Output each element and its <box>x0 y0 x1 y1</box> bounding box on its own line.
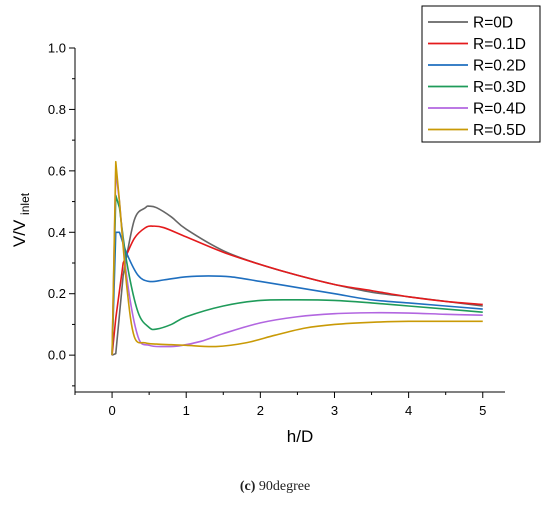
x-axis-ticks: 0 1 2 3 4 5 <box>74 392 486 418</box>
x-tick-label: 0 <box>108 403 115 418</box>
plot-area: 0 1 2 3 4 5 0.0 0.2 0.4 0.6 0.8 1.0 <box>48 41 505 418</box>
y-tick-label: 1.0 <box>48 41 66 56</box>
series-line-3 <box>111 194 483 356</box>
legend-label: R=0.5D <box>473 122 526 139</box>
y-axis-label-subscript: inlet <box>18 192 32 215</box>
caption-label: (c) <box>239 479 256 494</box>
legend-items: R=0D R=0.1D R=0.2D R=0.3D R=0.4D R=0.5D <box>428 15 526 139</box>
y-tick-label: 0.2 <box>48 286 66 301</box>
legend: R=0D R=0.1D R=0.2D R=0.3D R=0.4D R=0.5D <box>421 5 541 143</box>
x-tick-label: 1 <box>183 403 190 418</box>
series-line-4 <box>111 170 483 356</box>
x-tick-label: 2 <box>257 403 264 418</box>
figure-caption: (c) 90degree <box>0 479 550 495</box>
series-lines <box>111 160 483 356</box>
y-tick-label: 0.6 <box>48 163 66 178</box>
y-axis-ticks: 0.0 0.2 0.4 0.6 0.8 1.0 <box>48 41 75 387</box>
legend-label: R=0D <box>473 15 513 32</box>
y-tick-label: 0.0 <box>48 348 66 363</box>
legend-label: R=0.3D <box>473 79 526 96</box>
series-line-5 <box>111 160 483 356</box>
y-tick-label: 0.4 <box>48 225 66 240</box>
series-line-1 <box>111 225 483 356</box>
legend-label: R=0.1D <box>473 36 526 53</box>
caption-text: 90degree <box>258 479 311 494</box>
x-tick-label: 3 <box>331 403 338 418</box>
legend-label: R=0.4D <box>473 101 526 118</box>
legend-label: R=0.2D <box>473 58 526 75</box>
y-axis-label-main: V/V <box>10 219 29 247</box>
x-tick-label: 4 <box>405 403 412 418</box>
y-axis-label: V/V inlet <box>10 192 32 247</box>
x-axis-label: h/D <box>287 427 313 446</box>
y-tick-label: 0.8 <box>48 102 66 117</box>
series-line-2 <box>111 231 483 356</box>
x-tick-label: 5 <box>479 403 486 418</box>
legend-box <box>421 5 541 143</box>
